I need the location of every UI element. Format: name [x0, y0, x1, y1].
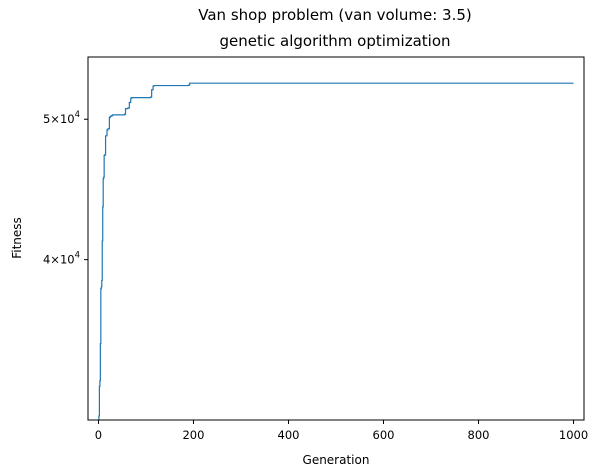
x-tick-label: 600 — [373, 428, 395, 442]
y-tick-label: 4×104 — [43, 251, 80, 267]
x-axis-ticks: 0 200 400 600 800 1000 — [95, 420, 588, 442]
y-tick-label-exponent: 4 — [75, 110, 80, 120]
y-tick-label-mantissa: 5 — [43, 112, 50, 126]
y-tick-label-base: 10 — [60, 253, 75, 267]
chart-title-line-1: Van shop problem (van volume: 3.5) — [198, 6, 471, 24]
x-tick-label: 800 — [468, 428, 490, 442]
plot-frame — [87, 56, 585, 421]
x-axis-label: Generation — [303, 453, 370, 467]
x-tick-label: 400 — [278, 428, 300, 442]
y-tick-label-times: × — [50, 112, 60, 126]
chart-title-line-2: genetic algorithm optimization — [219, 32, 450, 50]
fitness-series-line — [98, 82, 574, 420]
y-tick-label-mantissa: 4 — [43, 253, 50, 267]
y-tick-label-exponent: 4 — [75, 251, 80, 261]
x-tick-label: 1000 — [559, 428, 588, 442]
x-tick-label: 200 — [182, 428, 204, 442]
y-tick-label-times: × — [50, 253, 60, 267]
y-tick-label: 5×104 — [43, 110, 80, 126]
y-axis-label: Fitness — [10, 217, 24, 259]
y-tick-label-base: 10 — [60, 112, 75, 126]
x-tick-label: 0 — [95, 428, 102, 442]
